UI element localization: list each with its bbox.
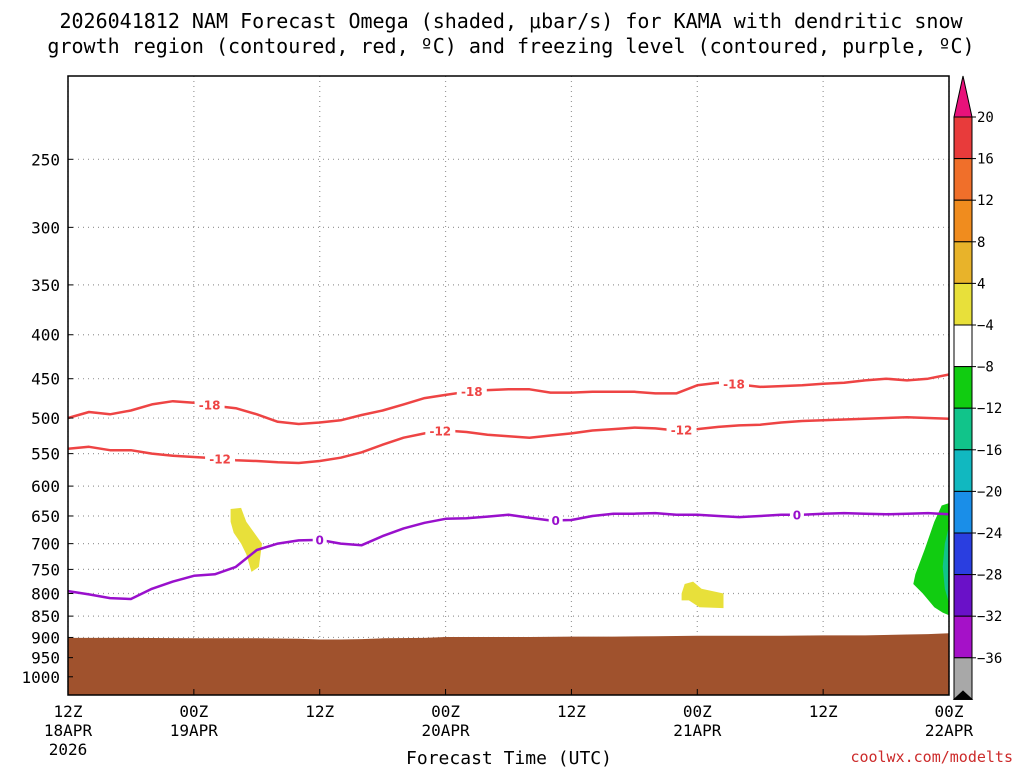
x-tick-label: 00Z: [935, 702, 964, 721]
x-tick-year: 2026: [49, 740, 88, 759]
y-tick-label: 950: [31, 649, 60, 668]
y-tick-label: 700: [31, 535, 60, 554]
contour-label: -18: [723, 378, 745, 392]
x-tick-date: 21APR: [673, 721, 722, 740]
contour-label-bg: [718, 377, 749, 392]
colorbar-swatch: [953, 407, 973, 451]
colorbar-swatch: [953, 199, 973, 243]
x-gridlines: [67, 76, 950, 695]
colorbar-label: 12: [977, 193, 994, 209]
colorbar-under-triangle: [952, 690, 974, 700]
plot-frame: [67, 75, 950, 696]
colorbar-swatch: [953, 282, 973, 326]
colorbar-swatch: [953, 615, 973, 659]
omega-shaded-region: [681, 581, 724, 609]
chart-title-line2: growth region (contoured, red, ºC) and f…: [47, 34, 974, 58]
colorbar-label: −8: [977, 360, 994, 376]
x-tick-label: 12Z: [54, 702, 83, 721]
omega-shaded-region: [942, 526, 949, 603]
y-tick-label: 800: [31, 584, 60, 603]
colorbar-label: −4: [977, 318, 994, 334]
colorbar-label: −24: [977, 526, 1002, 542]
contour-label: 0: [552, 514, 560, 528]
contour-line: [67, 416, 950, 465]
colorbar-label: −16: [977, 443, 1002, 459]
colorbar-swatch: [953, 532, 973, 576]
x-tick-date: 18APR: [44, 721, 93, 740]
chart-title-line1: 2026041812 NAM Forecast Omega (shaded, μ…: [59, 9, 963, 33]
y-tick-label: 250: [31, 150, 60, 169]
contour-label: -18: [199, 399, 221, 413]
y-tick-label: 900: [31, 628, 60, 647]
colorbar-label: 16: [977, 152, 994, 168]
colorbar-label: −20: [977, 484, 1002, 500]
contour-label-bg: [548, 513, 563, 528]
contour-label-bg: [456, 384, 487, 399]
contour-label-bg: [205, 451, 236, 466]
y-tick-label: 500: [31, 409, 60, 428]
y-tick-label: 600: [31, 477, 60, 496]
x-tick-date: 19APR: [170, 721, 219, 740]
x-tick-label: 12Z: [305, 702, 334, 721]
contour-label: -12: [209, 452, 231, 466]
contour-label-bg: [194, 398, 225, 413]
colorbar-label: 20: [977, 110, 994, 126]
colorbar-swatch: [953, 158, 973, 201]
colorbar-label: −32: [977, 609, 1002, 625]
omega-shading: [68, 503, 949, 695]
contour-label: -12: [671, 424, 693, 438]
contour-label: 0: [793, 508, 801, 522]
colorbar-swatch: [953, 116, 973, 160]
y-gridlines: [68, 158, 949, 678]
contour-line: [67, 511, 950, 601]
contour-label-bg: [312, 532, 327, 547]
colorbar-swatch: [953, 490, 973, 534]
contour-label: 0: [316, 533, 324, 547]
x-tick-label: 00Z: [179, 702, 208, 721]
y-tick-label: 350: [31, 276, 60, 295]
y-tick-label: 650: [31, 507, 60, 526]
x-tick-label: 12Z: [809, 702, 838, 721]
colorbar-label: −12: [977, 401, 1002, 417]
y-tick-label: 850: [31, 607, 60, 626]
contour-label-bg: [789, 507, 804, 522]
x-tick-label: 00Z: [683, 702, 712, 721]
y-tick-label: 550: [31, 445, 60, 464]
y-tick-label: 1000: [21, 668, 60, 687]
terrain-fill: [68, 633, 949, 695]
x-tick-date: 20APR: [421, 721, 470, 740]
x-axis-label: Forecast Time (UTC): [406, 748, 612, 768]
colorbar-label: −28: [977, 568, 1002, 584]
x-tick-label: 12Z: [557, 702, 586, 721]
contour-label-bg: [425, 424, 456, 439]
colorbar-label: 4: [977, 276, 985, 292]
credit-text: coolwx.com/modelts: [850, 748, 1013, 766]
contour-label: -18: [461, 385, 483, 399]
contour-lines: -18 -18 -18 -12 -12 -12 0 0 0: [67, 373, 950, 601]
colorbar-swatch: [953, 574, 973, 617]
y-axis-ticks: 250 300 350 400 450 500 550 600 650 700 750 800 850 9…: [21, 150, 73, 687]
colorbar-swatch: [953, 366, 973, 409]
omega-shaded-region: [913, 503, 949, 616]
colorbar-label: −36: [977, 651, 1002, 667]
contour-label: -12: [429, 425, 451, 439]
omega-shaded-region: [230, 507, 262, 572]
colorbar-over-triangle: [953, 75, 973, 118]
contour-label-bg: [666, 423, 697, 438]
colorbar-swatch: [953, 324, 973, 368]
y-tick-label: 750: [31, 560, 60, 579]
x-tick-date: 22APR: [925, 721, 974, 740]
colorbar-swatch: [953, 241, 973, 284]
y-tick-label: 400: [31, 326, 60, 345]
y-tick-label: 300: [31, 218, 60, 237]
colorbar-label: 8: [977, 235, 985, 251]
colorbar: 20 16 12 8 4 −4 −8 −12 −16 −20 −24 −28 −32 −36: [952, 75, 1002, 700]
x-tick-label: 00Z: [431, 702, 460, 721]
y-tick-label: 450: [31, 370, 60, 389]
colorbar-swatch: [953, 449, 973, 492]
